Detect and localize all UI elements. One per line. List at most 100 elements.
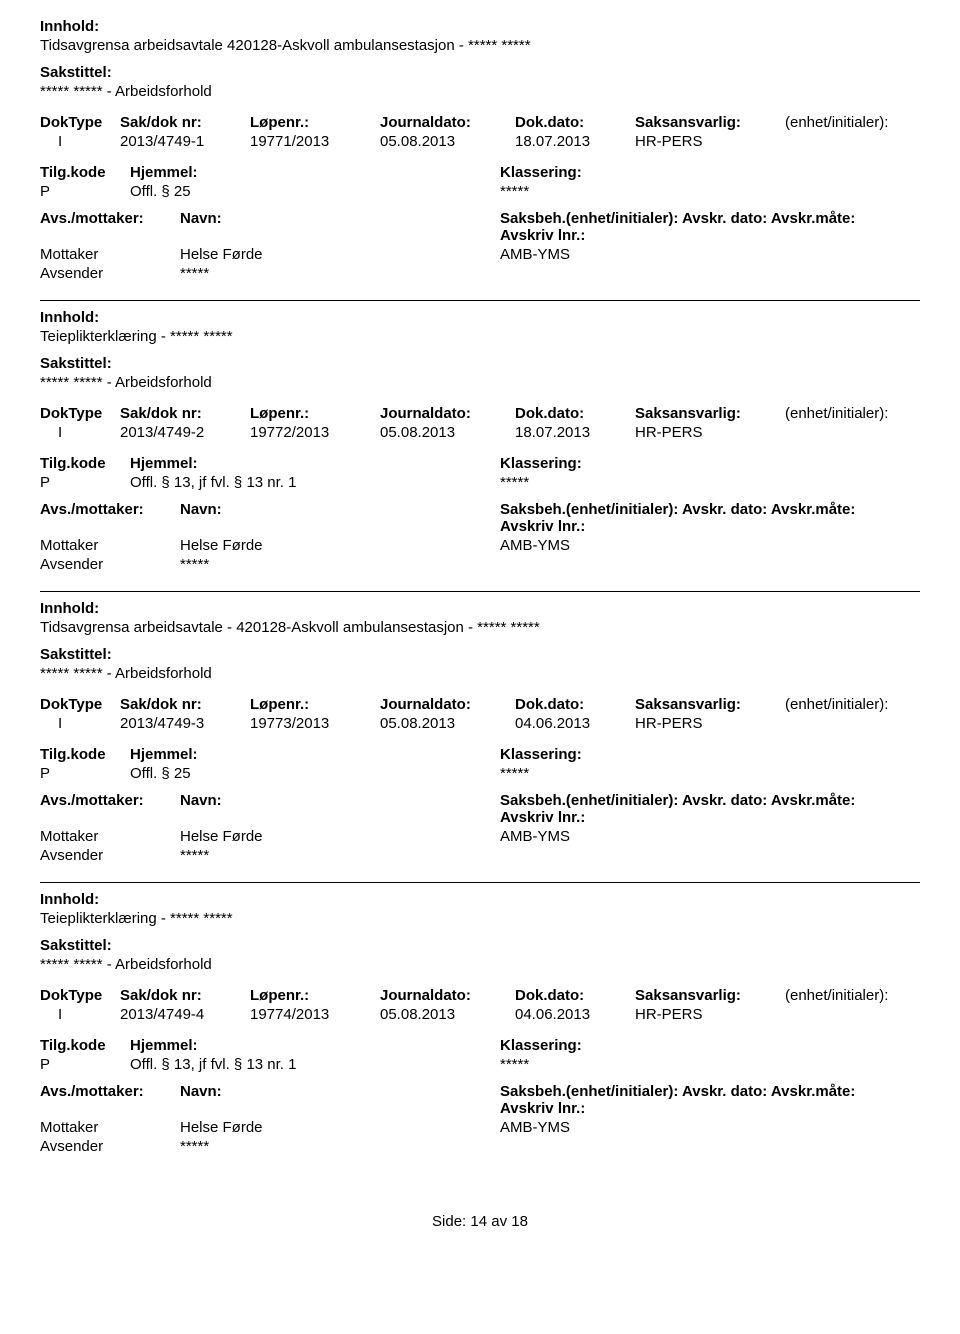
meta-header-row: DokType Sak/dok nr: Løpenr.: Journaldato… — [40, 114, 920, 131]
doktype-value: I — [40, 1006, 120, 1023]
journaldato-header: Journaldato: — [380, 114, 515, 131]
doktype-value: I — [40, 424, 120, 441]
avsender-navn: ***** — [180, 1138, 900, 1155]
lopenr-header: Løpenr.: — [250, 405, 380, 422]
saksansvarlig-header: Saksansvarlig: — [635, 405, 785, 422]
avs-header-row: Avs./mottaker: Navn: Saksbeh.(enhet/init… — [40, 501, 920, 535]
mottaker-label: Mottaker — [40, 537, 180, 554]
avs-mottaker-header: Avs./mottaker: — [40, 1083, 180, 1100]
avsender-label: Avsender — [40, 1138, 180, 1155]
sakstittel-label: Sakstittel: — [40, 355, 920, 372]
meta-header-row: DokType Sak/dok nr: Løpenr.: Journaldato… — [40, 405, 920, 422]
saksansvarlig-header: Saksansvarlig: — [635, 696, 785, 713]
navn-header: Navn: — [180, 1083, 500, 1100]
avsender-row: Avsender ***** — [40, 847, 920, 864]
journaldato-header: Journaldato: — [380, 987, 515, 1004]
sakstittel-label: Sakstittel: — [40, 937, 920, 954]
innhold-label: Innhold: — [40, 600, 920, 617]
sakstittel-value: ***** ***** - Arbeidsforhold — [40, 83, 920, 100]
lopenr-header: Løpenr.: — [250, 114, 380, 131]
saksbeh-header: Saksbeh.(enhet/initialer): Avskr. dato: … — [500, 792, 900, 826]
sakstittel-value: ***** ***** - Arbeidsforhold — [40, 665, 920, 682]
sakdoknr-header: Sak/dok nr: — [120, 114, 250, 131]
innhold-label: Innhold: — [40, 891, 920, 908]
doktype-header: DokType — [40, 405, 120, 422]
lopenr-value: 19771/2013 — [250, 133, 380, 150]
enhet-initialer-header: (enhet/initialer): — [785, 696, 925, 713]
dokdato-value: 04.06.2013 — [515, 715, 635, 732]
hjemmel-header-row: Tilg.kode Hjemmel: Klassering: — [40, 164, 920, 181]
saksansvarlig-header: Saksansvarlig: — [635, 114, 785, 131]
avs-header-row: Avs./mottaker: Navn: Saksbeh.(enhet/init… — [40, 1083, 920, 1117]
lopenr-header: Løpenr.: — [250, 696, 380, 713]
journaldato-header: Journaldato: — [380, 696, 515, 713]
journal-entry: Innhold: Teieplikterklæring - ***** ****… — [40, 882, 920, 1173]
klassering-value: ***** — [500, 765, 900, 782]
hjemmel-header: Hjemmel: — [130, 455, 500, 472]
dokdato-value: 18.07.2013 — [515, 424, 635, 441]
hjemmel-header-row: Tilg.kode Hjemmel: Klassering: — [40, 455, 920, 472]
enhet-initialer-header: (enhet/initialer): — [785, 405, 925, 422]
saksansvarlig-value: HR-PERS — [635, 133, 785, 150]
saksansvarlig-header: Saksansvarlig: — [635, 987, 785, 1004]
meta-data-row: I 2013/4749-2 19772/2013 05.08.2013 18.0… — [40, 424, 920, 441]
dokdato-value: 04.06.2013 — [515, 1006, 635, 1023]
tilgkode-value: P — [40, 474, 130, 491]
saksansvarlig-value: HR-PERS — [635, 424, 785, 441]
tilgkode-value: P — [40, 1056, 130, 1073]
mottaker-row: Mottaker Helse Førde AMB-YMS — [40, 1119, 920, 1136]
hjemmel-value: Offl. § 25 — [130, 765, 500, 782]
av-label: av — [491, 1213, 507, 1230]
navn-header: Navn: — [180, 210, 500, 227]
page-current: 14 — [470, 1213, 487, 1230]
doktype-header: DokType — [40, 114, 120, 131]
dokdato-header: Dok.dato: — [515, 987, 635, 1004]
tilgkode-value: P — [40, 183, 130, 200]
hjemmel-header: Hjemmel: — [130, 1037, 500, 1054]
dokdato-header: Dok.dato: — [515, 114, 635, 131]
mottaker-row: Mottaker Helse Førde AMB-YMS — [40, 246, 920, 263]
page-footer: Side: 14 av 18 — [40, 1213, 920, 1230]
sakstittel-value: ***** ***** - Arbeidsforhold — [40, 374, 920, 391]
avsender-navn: ***** — [180, 556, 900, 573]
innhold-value: Teieplikterklæring - ***** ***** — [40, 328, 920, 345]
dokdato-header: Dok.dato: — [515, 696, 635, 713]
avs-header-row: Avs./mottaker: Navn: Saksbeh.(enhet/init… — [40, 792, 920, 826]
journaldato-value: 05.08.2013 — [380, 715, 515, 732]
lopenr-header: Løpenr.: — [250, 987, 380, 1004]
avsender-row: Avsender ***** — [40, 556, 920, 573]
doktype-header: DokType — [40, 696, 120, 713]
innhold-label: Innhold: — [40, 309, 920, 326]
meta-data-row: I 2013/4749-4 19774/2013 05.08.2013 04.0… — [40, 1006, 920, 1023]
hjemmel-header-row: Tilg.kode Hjemmel: Klassering: — [40, 746, 920, 763]
avsender-label: Avsender — [40, 847, 180, 864]
tilgkode-value: P — [40, 765, 130, 782]
saksansvarlig-value: HR-PERS — [635, 715, 785, 732]
saksbeh-value: AMB-YMS — [500, 828, 900, 845]
sakdoknr-value: 2013/4749-2 — [120, 424, 250, 441]
innhold-value: Tidsavgrensa arbeidsavtale - 420128-Askv… — [40, 619, 920, 636]
sakdoknr-value: 2013/4749-1 — [120, 133, 250, 150]
saksbeh-header: Saksbeh.(enhet/initialer): Avskr. dato: … — [500, 210, 900, 244]
tilgkode-header: Tilg.kode — [40, 455, 130, 472]
page-total: 18 — [511, 1213, 528, 1230]
saksbeh-value: AMB-YMS — [500, 1119, 900, 1136]
avsender-label: Avsender — [40, 265, 180, 282]
journal-entry: Innhold: Tidsavgrensa arbeidsavtale 4201… — [40, 10, 920, 300]
sakstittel-value: ***** ***** - Arbeidsforhold — [40, 956, 920, 973]
mottaker-label: Mottaker — [40, 1119, 180, 1136]
meta-header-row: DokType Sak/dok nr: Løpenr.: Journaldato… — [40, 696, 920, 713]
klassering-header: Klassering: — [500, 455, 900, 472]
doktype-value: I — [40, 133, 120, 150]
journaldato-value: 05.08.2013 — [380, 1006, 515, 1023]
sakdoknr-value: 2013/4749-3 — [120, 715, 250, 732]
hjemmel-header-row: Tilg.kode Hjemmel: Klassering: — [40, 1037, 920, 1054]
saksbeh-value: AMB-YMS — [500, 246, 900, 263]
page: Innhold: Tidsavgrensa arbeidsavtale 4201… — [0, 0, 960, 1250]
klassering-header: Klassering: — [500, 746, 900, 763]
klassering-header: Klassering: — [500, 164, 900, 181]
klassering-header: Klassering: — [500, 1037, 900, 1054]
avs-mottaker-header: Avs./mottaker: — [40, 501, 180, 518]
hjemmel-data-row: P Offl. § 25 ***** — [40, 765, 920, 782]
tilgkode-header: Tilg.kode — [40, 164, 130, 181]
